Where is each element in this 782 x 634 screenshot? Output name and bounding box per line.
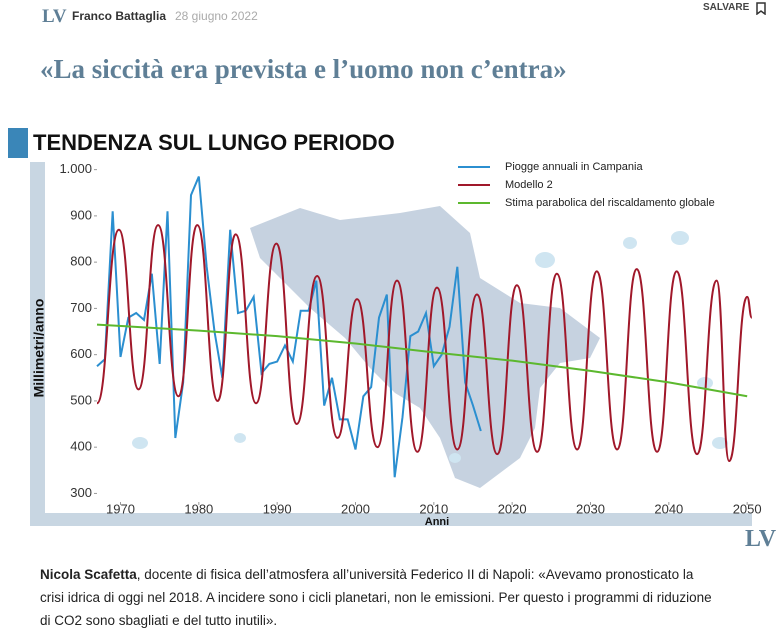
y-tick-label: 300 bbox=[70, 485, 92, 500]
legend-label: Piogge annuali in Campania bbox=[505, 161, 643, 173]
date: 28 giugno 2022 bbox=[175, 9, 258, 23]
map-silhouette bbox=[250, 206, 600, 488]
x-tick-label: 2050 bbox=[733, 501, 762, 516]
y-tick-label: 600 bbox=[70, 346, 92, 361]
caption-text: , docente di fisica dell’atmosfera all’u… bbox=[40, 567, 712, 628]
y-tick-label: 800 bbox=[70, 254, 92, 269]
y-axis-title: Millimetri/anno bbox=[31, 299, 47, 398]
author[interactable]: Franco Battaglia bbox=[72, 9, 167, 23]
x-tick-label: 2020 bbox=[498, 501, 527, 516]
frame bbox=[30, 513, 752, 526]
y-tick-label: 900 bbox=[70, 207, 92, 222]
x-axis-title: Anni bbox=[425, 516, 449, 528]
y-tick-label: 400 bbox=[70, 439, 92, 454]
logo: LV bbox=[42, 6, 67, 27]
y-tick-label: 700 bbox=[70, 300, 92, 315]
bookmark-icon[interactable] bbox=[756, 2, 766, 15]
x-tick-label: 1980 bbox=[184, 501, 213, 516]
legend-label: Modello 2 bbox=[505, 179, 553, 191]
x-tick-label: 2030 bbox=[576, 501, 605, 516]
legend-label: Stima parabolica del riscaldamento globa… bbox=[505, 197, 715, 209]
headline: «La siccità era prevista e l’uomo non c’… bbox=[40, 54, 567, 84]
logo-footer: LV bbox=[745, 526, 777, 552]
series-line bbox=[96, 323, 748, 398]
caption-author: Nicola Scafetta bbox=[40, 567, 137, 582]
x-tick-label: 2040 bbox=[654, 501, 683, 516]
y-tick-label: 1.000 bbox=[59, 161, 92, 176]
frame bbox=[30, 162, 45, 526]
chart: Millimetri/anno Anni 300 400 500 600 700 800 9… bbox=[30, 161, 762, 528]
x-tick-label: 2000 bbox=[341, 501, 370, 516]
x-tick-label: 2010 bbox=[419, 501, 448, 516]
section-title: TENDENZA SUL LUNGO PERIODO bbox=[33, 130, 395, 155]
series-line bbox=[96, 224, 753, 463]
caption: Nicola Scafetta, docente di fisica dell’… bbox=[40, 563, 720, 632]
series-line bbox=[96, 176, 482, 478]
save-button[interactable]: SALVARE bbox=[703, 2, 750, 13]
y-tick-label: 500 bbox=[70, 392, 92, 407]
section-marker bbox=[8, 128, 28, 158]
x-tick-label: 1970 bbox=[106, 501, 135, 516]
x-tick-label: 1990 bbox=[263, 501, 292, 516]
